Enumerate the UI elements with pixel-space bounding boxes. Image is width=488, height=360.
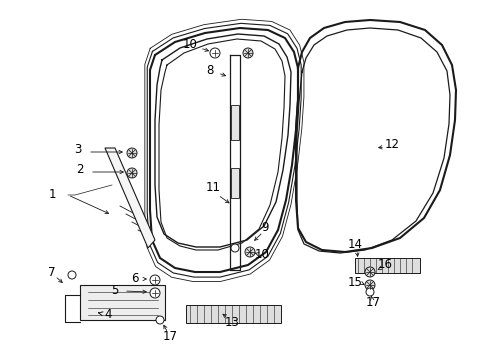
Circle shape (150, 288, 160, 298)
Circle shape (209, 48, 220, 58)
Text: 12: 12 (384, 139, 399, 152)
Circle shape (230, 244, 239, 252)
Text: 16: 16 (377, 258, 392, 271)
Text: 17: 17 (365, 297, 380, 310)
Circle shape (244, 247, 254, 257)
Bar (230, 105, 239, 140)
Text: 9: 9 (261, 221, 268, 234)
Circle shape (243, 48, 252, 58)
Text: 1: 1 (48, 189, 56, 202)
Bar (354, 258, 419, 273)
Text: 7: 7 (48, 265, 56, 279)
Text: 10: 10 (254, 248, 269, 261)
Text: 2: 2 (76, 163, 83, 176)
Bar (185, 305, 281, 323)
Circle shape (127, 148, 137, 158)
Circle shape (150, 275, 160, 285)
Text: 10: 10 (182, 39, 197, 51)
Polygon shape (80, 285, 164, 320)
Text: 13: 13 (224, 315, 239, 328)
Bar (230, 168, 239, 198)
Text: 17: 17 (162, 330, 177, 343)
Text: 15: 15 (347, 276, 362, 289)
Circle shape (364, 267, 374, 277)
Text: 8: 8 (206, 63, 213, 77)
Text: 11: 11 (205, 181, 220, 194)
Text: 4: 4 (98, 309, 112, 321)
Circle shape (365, 288, 373, 296)
Circle shape (364, 280, 374, 290)
Circle shape (127, 168, 137, 178)
Text: 3: 3 (74, 144, 81, 157)
Circle shape (68, 271, 76, 279)
Text: 14: 14 (347, 238, 362, 252)
Circle shape (156, 316, 163, 324)
Polygon shape (105, 148, 155, 248)
Text: 6: 6 (131, 271, 139, 284)
Text: 5: 5 (111, 284, 119, 297)
